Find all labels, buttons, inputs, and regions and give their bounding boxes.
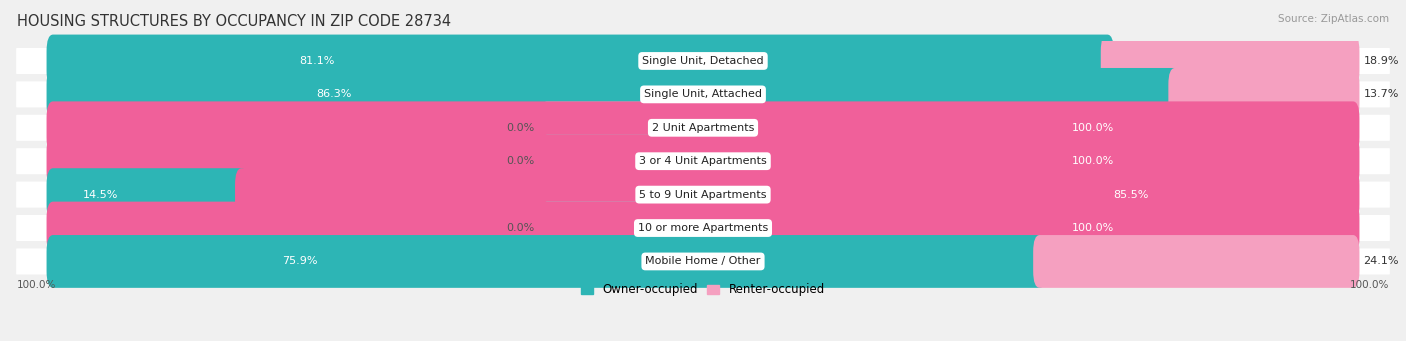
FancyBboxPatch shape xyxy=(46,235,1046,288)
Text: 86.3%: 86.3% xyxy=(316,89,352,99)
Text: Mobile Home / Other: Mobile Home / Other xyxy=(645,256,761,266)
Text: 2 Unit Apartments: 2 Unit Apartments xyxy=(652,123,754,133)
FancyBboxPatch shape xyxy=(15,215,1391,241)
Text: 0.0%: 0.0% xyxy=(506,123,534,133)
FancyBboxPatch shape xyxy=(540,135,683,188)
Legend: Owner-occupied, Renter-occupied: Owner-occupied, Renter-occupied xyxy=(581,283,825,296)
FancyBboxPatch shape xyxy=(15,115,1391,141)
Text: 100.0%: 100.0% xyxy=(17,280,56,290)
Text: 13.7%: 13.7% xyxy=(1364,89,1399,99)
FancyBboxPatch shape xyxy=(46,68,1181,121)
FancyBboxPatch shape xyxy=(15,182,1391,208)
FancyBboxPatch shape xyxy=(46,202,1360,254)
FancyBboxPatch shape xyxy=(46,168,247,221)
FancyBboxPatch shape xyxy=(540,202,683,254)
FancyBboxPatch shape xyxy=(15,148,1391,174)
FancyBboxPatch shape xyxy=(46,101,1360,154)
Text: Source: ZipAtlas.com: Source: ZipAtlas.com xyxy=(1278,14,1389,24)
FancyBboxPatch shape xyxy=(15,48,1391,74)
FancyBboxPatch shape xyxy=(235,168,1360,221)
Text: Single Unit, Detached: Single Unit, Detached xyxy=(643,56,763,66)
FancyBboxPatch shape xyxy=(46,34,1114,87)
Text: 85.5%: 85.5% xyxy=(1114,190,1149,199)
Text: 14.5%: 14.5% xyxy=(83,190,118,199)
Text: 0.0%: 0.0% xyxy=(506,223,534,233)
FancyBboxPatch shape xyxy=(1101,34,1360,87)
Text: 18.9%: 18.9% xyxy=(1364,56,1399,66)
Text: 10 or more Apartments: 10 or more Apartments xyxy=(638,223,768,233)
FancyBboxPatch shape xyxy=(15,248,1391,275)
FancyBboxPatch shape xyxy=(540,101,683,154)
Text: Single Unit, Attached: Single Unit, Attached xyxy=(644,89,762,99)
Text: 75.9%: 75.9% xyxy=(283,256,318,266)
FancyBboxPatch shape xyxy=(1033,235,1360,288)
Text: 81.1%: 81.1% xyxy=(299,56,335,66)
Text: 3 or 4 Unit Apartments: 3 or 4 Unit Apartments xyxy=(640,156,766,166)
Text: 100.0%: 100.0% xyxy=(1071,123,1114,133)
Text: 5 to 9 Unit Apartments: 5 to 9 Unit Apartments xyxy=(640,190,766,199)
Text: HOUSING STRUCTURES BY OCCUPANCY IN ZIP CODE 28734: HOUSING STRUCTURES BY OCCUPANCY IN ZIP C… xyxy=(17,14,451,29)
Text: 24.1%: 24.1% xyxy=(1364,256,1399,266)
FancyBboxPatch shape xyxy=(1168,68,1360,121)
Text: 100.0%: 100.0% xyxy=(1071,223,1114,233)
Text: 0.0%: 0.0% xyxy=(506,156,534,166)
FancyBboxPatch shape xyxy=(15,81,1391,107)
Text: 100.0%: 100.0% xyxy=(1071,156,1114,166)
FancyBboxPatch shape xyxy=(46,135,1360,188)
Text: 100.0%: 100.0% xyxy=(1350,280,1389,290)
